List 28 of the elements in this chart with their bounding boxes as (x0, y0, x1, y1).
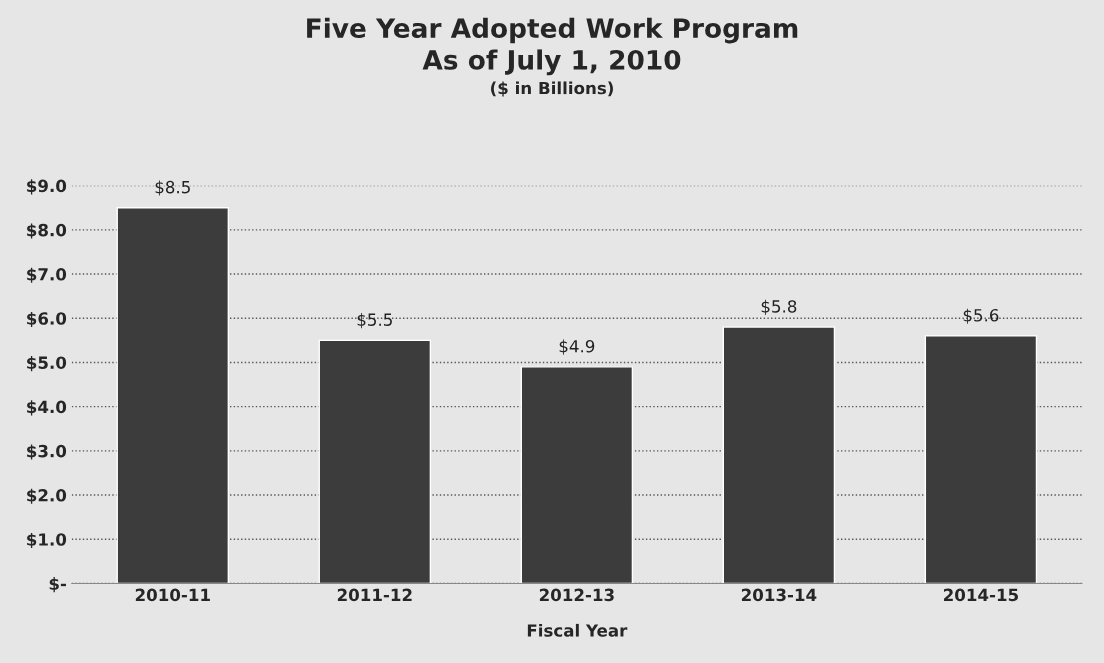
y-tick-label: $6.0 (27, 311, 67, 328)
data-label: $8.5 (155, 180, 190, 196)
x-tick-label: 2012-13 (539, 588, 614, 602)
y-tick-label: $3.0 (27, 444, 67, 460)
y-tick-label: $7.0 (27, 267, 67, 283)
x-axis-title: Fiscal Year (527, 623, 628, 637)
chart-subtitle: ($ in Billions) (491, 81, 613, 97)
bar (924, 335, 1038, 584)
y-tick-label: $1.0 (27, 532, 67, 549)
chart-title: Five Year Adopted Work Program As of July 1, 2010 (307, 17, 798, 76)
data-label: $5.5 (357, 313, 392, 329)
bar (520, 366, 634, 584)
y-tick-label: $4.0 (27, 400, 67, 416)
x-tick-label: 2010-11 (135, 588, 210, 602)
y-tick-label: $5.0 (27, 356, 67, 372)
bar (116, 207, 230, 584)
bar (722, 326, 836, 584)
y-tick-label: $- (49, 577, 66, 593)
bar (318, 339, 432, 584)
y-tick-label: $8.0 (27, 223, 67, 239)
data-label: $5.6 (963, 308, 999, 324)
data-label: $4.9 (559, 339, 595, 355)
y-tick-label: $2.0 (27, 488, 67, 504)
x-tick-label: 2011-12 (337, 588, 412, 602)
y-tick-label: $9.0 (27, 179, 67, 195)
data-label: $5.8 (761, 299, 797, 315)
x-tick-label: 2013-14 (741, 588, 817, 602)
x-tick-label: 2014-15 (943, 588, 1018, 602)
